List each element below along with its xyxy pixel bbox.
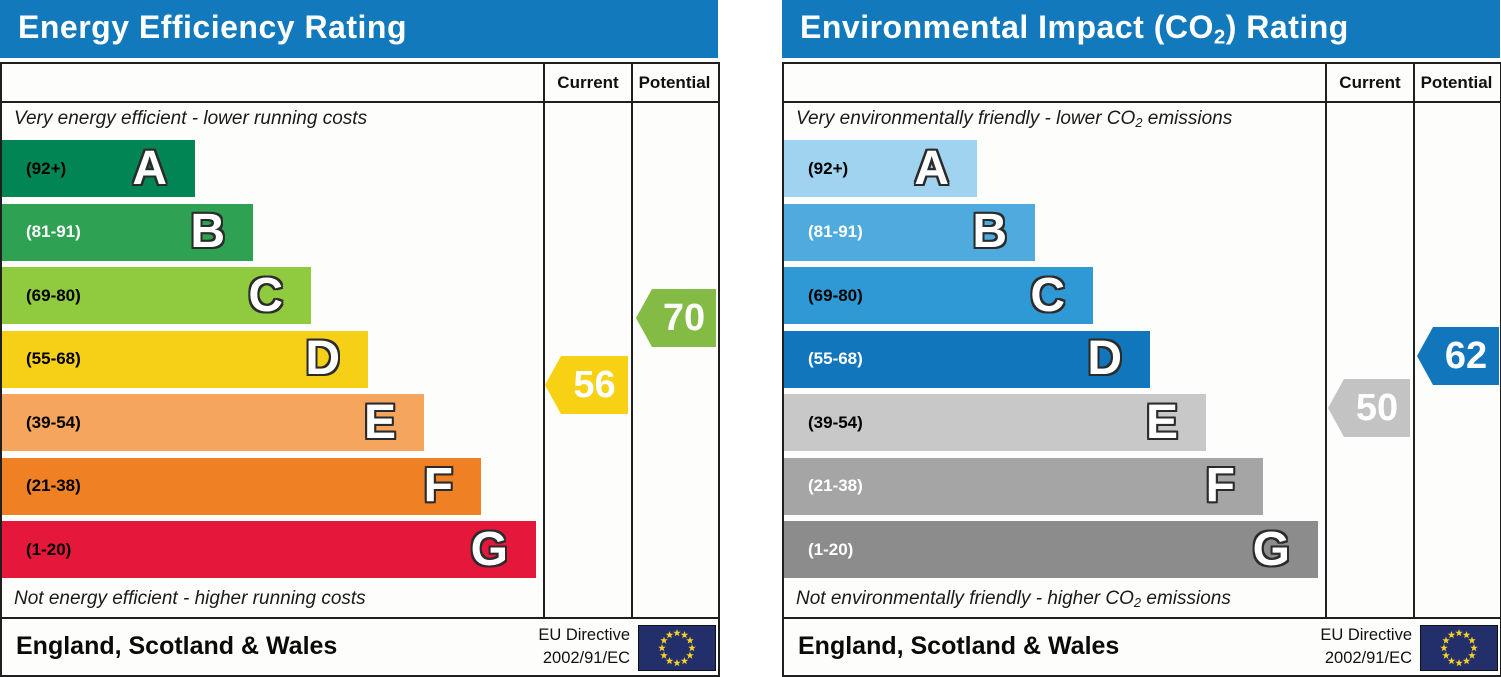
band-letter: A	[914, 141, 949, 195]
rating-band-f: (21-38) F	[784, 457, 1263, 515]
potential-column-header: Potential	[638, 72, 711, 92]
current-rating-marker: 50	[1328, 379, 1410, 437]
panel-title-bar: Energy Efficiency Rating	[0, 0, 718, 58]
energy-efficiency-rating-panel: Energy Efficiency Rating Current Potenti…	[0, 0, 720, 677]
footer-divider	[782, 617, 1501, 619]
band-letter: B	[190, 205, 225, 258]
rating-band-g: (1-20) G	[784, 521, 1318, 578]
current-rating-value: 50	[1355, 386, 1399, 429]
bottom-scale-note: Not energy efficient - higher running co…	[14, 588, 366, 609]
band-range-label: (1-20)	[26, 539, 72, 559]
band-letter: G	[1252, 522, 1290, 576]
region-label: England, Scotland & Wales	[798, 631, 1120, 660]
band-range-label: (92+)	[808, 158, 849, 178]
environmental-impact-rating-panel: Environmental Impact (CO2) Rating Curren…	[782, 0, 1501, 677]
eu-directive-label: EU Directive 2002/91/EC	[1320, 626, 1412, 668]
eu-flag-icon	[1420, 625, 1498, 671]
band-letter: F	[423, 459, 453, 512]
panel-title: Energy Efficiency Rating	[18, 8, 407, 45]
band-range-label: (55-68)	[808, 349, 863, 368]
eu-directive-label: EU Directive 2002/91/EC	[538, 626, 630, 668]
potential-rating-marker: 62	[1417, 327, 1499, 385]
rating-bands: (92+) A (81-91) B (69-80) C (55-68) D (39-54) E (2…	[2, 140, 543, 578]
band-letter: C	[248, 268, 283, 322]
band-letter: E	[1145, 395, 1178, 449]
band-range-label: (81-91)	[26, 222, 81, 241]
band-range-label: (81-91)	[808, 222, 863, 241]
potential-rating-value: 70	[662, 296, 706, 339]
band-range-label: (69-80)	[808, 285, 863, 305]
current-rating-marker: 56	[545, 356, 628, 414]
band-letter: C	[1030, 268, 1065, 322]
rating-band-a: (92+) A	[784, 140, 977, 197]
rating-band-b: (81-91) B	[2, 203, 253, 261]
band-range-label: (55-68)	[26, 349, 81, 368]
panel-title: Environmental Impact (CO2) Rating	[800, 8, 1349, 49]
current-column-header: Current	[557, 72, 619, 92]
band-range-label: (21-38)	[808, 476, 863, 495]
rating-band-c: (69-80) C	[2, 267, 311, 324]
region-label: England, Scotland & Wales	[16, 631, 338, 660]
band-range-label: (69-80)	[26, 285, 81, 305]
potential-rating-value: 62	[1444, 334, 1488, 377]
band-letter: B	[972, 205, 1007, 258]
rating-band-f: (21-38) F	[2, 457, 481, 515]
rating-band-a: (92+) A	[2, 140, 195, 197]
rating-band-d: (55-68) D	[2, 330, 368, 388]
band-range-label: (39-54)	[26, 412, 81, 432]
band-letter: E	[363, 395, 396, 449]
column-divider	[1325, 62, 1327, 619]
rating-band-e: (39-54) E	[2, 394, 424, 451]
top-scale-note: Very environmentally friendly - lower CO…	[796, 108, 1233, 131]
column-divider	[631, 62, 633, 619]
rating-band-e: (39-54) E	[784, 394, 1206, 451]
column-divider	[1413, 62, 1415, 619]
band-letter: F	[1205, 459, 1235, 512]
current-rating-value: 56	[573, 363, 616, 406]
potential-column-header: Potential	[1420, 72, 1493, 92]
band-letter: A	[132, 141, 167, 195]
potential-rating-marker: 70	[636, 289, 716, 347]
rating-band-g: (1-20) G	[2, 521, 536, 578]
band-letter: D	[1087, 332, 1122, 385]
bottom-scale-note: Not environmentally friendly - higher CO…	[796, 588, 1231, 611]
band-range-label: (92+)	[26, 158, 67, 178]
top-scale-note: Very energy efficient - lower running co…	[14, 108, 368, 129]
rating-band-b: (81-91) B	[784, 203, 1035, 261]
eu-flag-icon	[638, 625, 716, 671]
rating-bands: (92+) A (81-91) B (69-80) C (55-68) D (39-54) E (2…	[784, 140, 1325, 578]
panel-title-bar: Environmental Impact (CO2) Rating	[782, 0, 1500, 58]
rating-band-c: (69-80) C	[784, 267, 1093, 324]
header-divider	[782, 101, 1501, 103]
header-divider	[0, 101, 720, 103]
band-letter: D	[305, 332, 340, 385]
band-range-label: (21-38)	[26, 476, 81, 495]
band-range-label: (39-54)	[808, 412, 863, 432]
rating-band-d: (55-68) D	[784, 330, 1150, 388]
footer-divider	[0, 617, 720, 619]
current-column-header: Current	[1339, 72, 1401, 92]
band-letter: G	[470, 522, 508, 576]
column-divider	[543, 62, 545, 619]
band-range-label: (1-20)	[808, 539, 854, 559]
